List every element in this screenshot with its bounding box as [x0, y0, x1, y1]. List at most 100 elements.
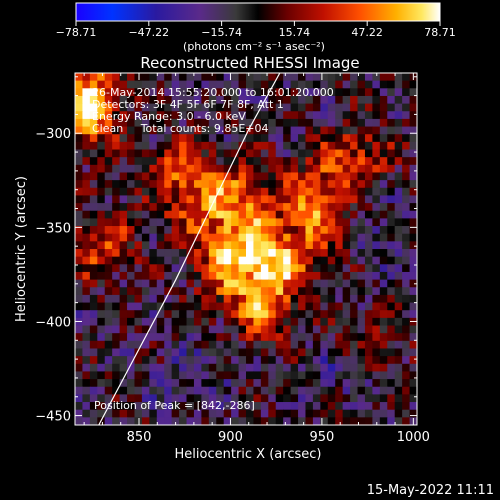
heatmap-cell — [253, 340, 262, 350]
heatmap-cell — [320, 271, 329, 281]
heatmap-cell — [134, 210, 143, 219]
heatmap-cell — [89, 218, 98, 227]
x-tick-label: 1000 — [397, 430, 430, 445]
heatmap-cell — [357, 271, 366, 281]
heatmap-cell — [171, 210, 180, 219]
heatmap-cell — [409, 226, 417, 235]
heatmap-cell — [156, 340, 165, 350]
heatmap-cell — [164, 103, 173, 112]
heatmap-cell — [298, 111, 307, 120]
heatmap-cell — [283, 210, 292, 219]
heatmap-cell — [402, 172, 411, 181]
heatmap-cell — [208, 157, 217, 166]
heatmap-cell — [379, 249, 388, 258]
heatmap-cell — [231, 379, 240, 388]
heatmap-cell — [134, 371, 143, 380]
heatmap-cell — [141, 172, 150, 181]
heatmap-cell — [335, 409, 344, 418]
heatmap-cell — [290, 126, 299, 135]
heatmap-cell — [290, 80, 299, 89]
heatmap-cell — [104, 417, 113, 425]
heatmap-cell — [364, 180, 373, 189]
heatmap-cell — [298, 73, 307, 82]
heatmap-cell — [305, 233, 314, 242]
heatmap-cell — [231, 233, 240, 242]
heatmap-cell — [290, 195, 299, 204]
heatmap-cell — [372, 356, 381, 365]
heatmap-cell — [119, 233, 128, 242]
heatmap-cell — [327, 149, 336, 158]
heatmap-cell — [260, 294, 269, 304]
heatmap-cell — [149, 172, 158, 181]
heatmap-cell — [231, 264, 240, 273]
heatmap-cell — [342, 164, 351, 174]
heatmap-cell — [216, 88, 225, 97]
heatmap-cell — [231, 149, 240, 158]
heatmap-cell — [223, 402, 232, 411]
heatmap-cell — [283, 356, 292, 365]
heatmap-cell — [312, 249, 321, 258]
heatmap-cell — [231, 356, 240, 365]
heatmap-cell — [379, 210, 388, 219]
heatmap-cell — [387, 279, 396, 288]
heatmap-cell — [275, 180, 284, 189]
heatmap-cell — [82, 111, 91, 120]
heatmap-cell — [97, 203, 106, 212]
heatmap-cell — [186, 95, 195, 105]
heatmap-cell — [283, 417, 292, 425]
heatmap-cell — [357, 379, 366, 388]
heatmap-cell — [97, 73, 106, 82]
heatmap-cell — [193, 340, 202, 350]
heatmap-cell — [75, 111, 84, 120]
heatmap-cell — [387, 149, 396, 158]
heatmap-cell — [82, 149, 91, 158]
heatmap-cell — [141, 340, 150, 350]
heatmap-cell — [275, 95, 284, 105]
heatmap-cell — [216, 241, 225, 250]
heatmap-cell — [275, 249, 284, 258]
heatmap-cell — [350, 88, 359, 97]
heatmap-cell — [141, 103, 150, 112]
heatmap-cell — [335, 287, 344, 296]
heatmap-cell — [350, 195, 359, 204]
heatmap-cell — [305, 73, 314, 82]
heatmap-cell — [372, 363, 381, 373]
heatmap-cell — [327, 95, 336, 105]
heatmap-cell — [260, 233, 269, 242]
heatmap-cell — [97, 126, 106, 135]
heatmap-cell — [372, 126, 381, 135]
heatmap-cell — [89, 302, 98, 311]
heatmap-cell — [402, 180, 411, 189]
heatmap-cell — [119, 302, 128, 311]
heatmap-cell — [216, 218, 225, 227]
heatmap-cell — [127, 271, 136, 281]
y-axis-label: Heliocentric Y (arcsec) — [14, 176, 29, 322]
heatmap-cell — [164, 203, 173, 212]
heatmap-cell — [201, 271, 210, 281]
heatmap-cell — [149, 95, 158, 105]
heatmap-cell — [327, 325, 336, 334]
heatmap-cell — [223, 210, 232, 219]
heatmap-cell — [201, 233, 210, 242]
chart-title: Reconstructed RHESSI Image — [140, 54, 359, 72]
heatmap-cell — [119, 126, 128, 135]
heatmap-cell — [342, 371, 351, 380]
heatmap-cell — [112, 103, 121, 112]
heatmap-cell — [171, 256, 180, 265]
heatmap-cell — [260, 203, 269, 212]
heatmap-cell — [223, 73, 232, 82]
heatmap-cell — [89, 394, 98, 403]
heatmap-cell — [201, 325, 210, 334]
heatmap-cell — [387, 356, 396, 365]
heatmap-cell — [89, 95, 98, 105]
heatmap-cell — [253, 118, 262, 128]
heatmap-cell — [179, 317, 188, 327]
heatmap-cell — [357, 103, 366, 112]
heatmap-cell — [156, 187, 165, 197]
heatmap-cell — [216, 394, 225, 403]
heatmap-cell — [379, 73, 388, 82]
heatmap-cell — [223, 226, 232, 235]
heatmap-cell — [89, 103, 98, 112]
heatmap-cell — [112, 164, 121, 174]
heatmap-cell — [394, 80, 403, 89]
